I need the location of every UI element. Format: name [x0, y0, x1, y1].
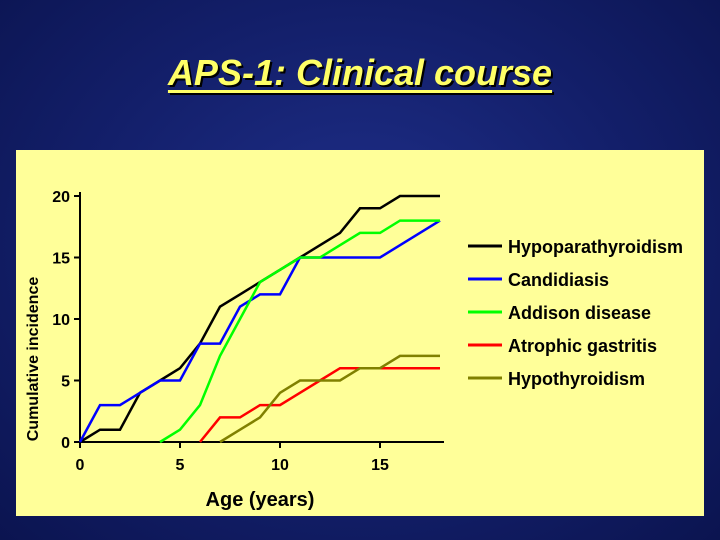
legend-entry: Atrophic gastritis: [508, 336, 657, 356]
x-tick-label: 0: [76, 457, 85, 474]
x-tick-label: 10: [271, 457, 289, 474]
chart-panel: 0 5 10 15 0 5 10 15 20 Hypoparathyroidism Candidi…: [16, 150, 704, 516]
y-tick-label: 15: [52, 251, 70, 268]
series-line-addison-disease: [159, 219, 440, 444]
series-line-hypothyroidism: [219, 354, 440, 444]
x-tick-label: 15: [371, 457, 389, 474]
x-axis-label: Age (years): [206, 489, 315, 511]
y-tick-label: 0: [61, 435, 70, 452]
legend-entry: Hypoparathyroidism: [508, 237, 683, 257]
series-line-candidiasis: [78, 219, 441, 443]
y-tick-label: 20: [52, 189, 70, 206]
line-chart: 0 5 10 15 0 5 10 15 20 Hypoparathyroidism Candidi…: [25, 189, 683, 511]
y-axis-label: Cumulative incidence: [25, 277, 42, 442]
slide-title: APS-1: Clinical course: [167, 52, 553, 93]
y-axis-label-text: Cumulative incidence: [25, 277, 42, 442]
legend-entry: Candidiasis: [508, 270, 609, 290]
x-tick-label: 5: [176, 457, 185, 474]
y-tick-label: 10: [52, 312, 70, 329]
y-tick-label: 5: [61, 374, 70, 391]
legend-entry: Hypothyroidism: [508, 369, 645, 389]
legend-entry: Addison disease: [508, 303, 651, 323]
